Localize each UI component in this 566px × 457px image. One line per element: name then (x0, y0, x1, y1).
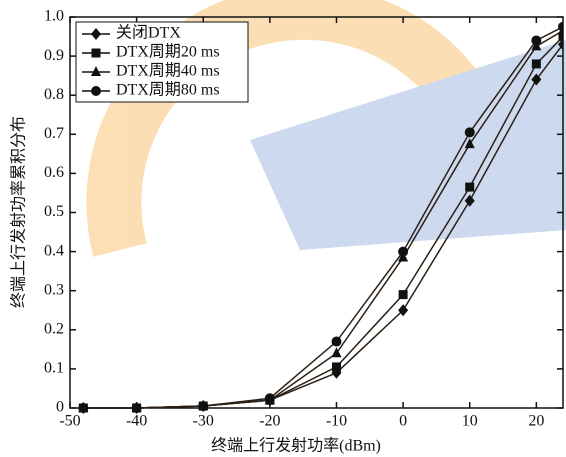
marker (464, 138, 475, 149)
y-tick-label: 0.4 (44, 242, 64, 259)
marker (331, 362, 341, 372)
x-tick-label: 20 (528, 413, 544, 430)
legend-marker (91, 48, 101, 58)
x-tick-label: -30 (193, 413, 214, 430)
marker (465, 182, 475, 192)
marker (531, 35, 542, 46)
x-tick-label: 0 (399, 413, 407, 430)
x-tick-label: -40 (126, 413, 147, 430)
marker (531, 59, 541, 69)
legend-label: DTX周期40 ms (116, 62, 220, 80)
marker (558, 32, 563, 42)
x-tick-label: -20 (259, 413, 280, 430)
marker (558, 21, 563, 32)
y-tick-label: 0.5 (44, 203, 64, 220)
marker (198, 401, 209, 412)
y-tick-label: 0.6 (44, 164, 64, 181)
marker (558, 38, 563, 51)
legend-label: 关闭DTX (116, 24, 181, 42)
x-tick-label: 10 (462, 413, 478, 430)
marker (464, 127, 475, 138)
y-tick-label: 1.0 (44, 8, 64, 25)
marker (78, 403, 89, 413)
marker (398, 304, 409, 317)
y-tick-label: 0.8 (44, 86, 64, 103)
legend-label: DTX周期80 ms (116, 81, 220, 99)
y-axis-label: 终端上行发射功率累积分布 (10, 116, 28, 308)
y-tick-label: 0.1 (44, 360, 64, 377)
marker (464, 194, 475, 207)
x-tick-label: -50 (59, 413, 80, 430)
y-tick-label: 0 (56, 399, 64, 416)
marker (331, 347, 342, 358)
legend-marker (91, 86, 101, 96)
marker (398, 246, 409, 257)
marker (264, 393, 275, 404)
watermark-band (250, 40, 566, 250)
marker (398, 290, 408, 300)
x-tick-label: -10 (326, 413, 347, 430)
marker (531, 73, 542, 86)
y-tick-label: 0.9 (44, 47, 64, 64)
y-tick-label: 0.3 (44, 281, 64, 298)
y-tick-label: 0.2 (44, 320, 64, 337)
marker (131, 403, 142, 413)
legend-box (75, 21, 249, 103)
legend-marker (91, 66, 101, 76)
marker (331, 336, 342, 347)
x-axis-label: 终端上行发射功率(dBm) (211, 437, 381, 455)
legend-marker (91, 28, 101, 40)
legend-label: DTX周期20 ms (116, 43, 220, 61)
y-tick-label: 0.7 (44, 125, 64, 142)
